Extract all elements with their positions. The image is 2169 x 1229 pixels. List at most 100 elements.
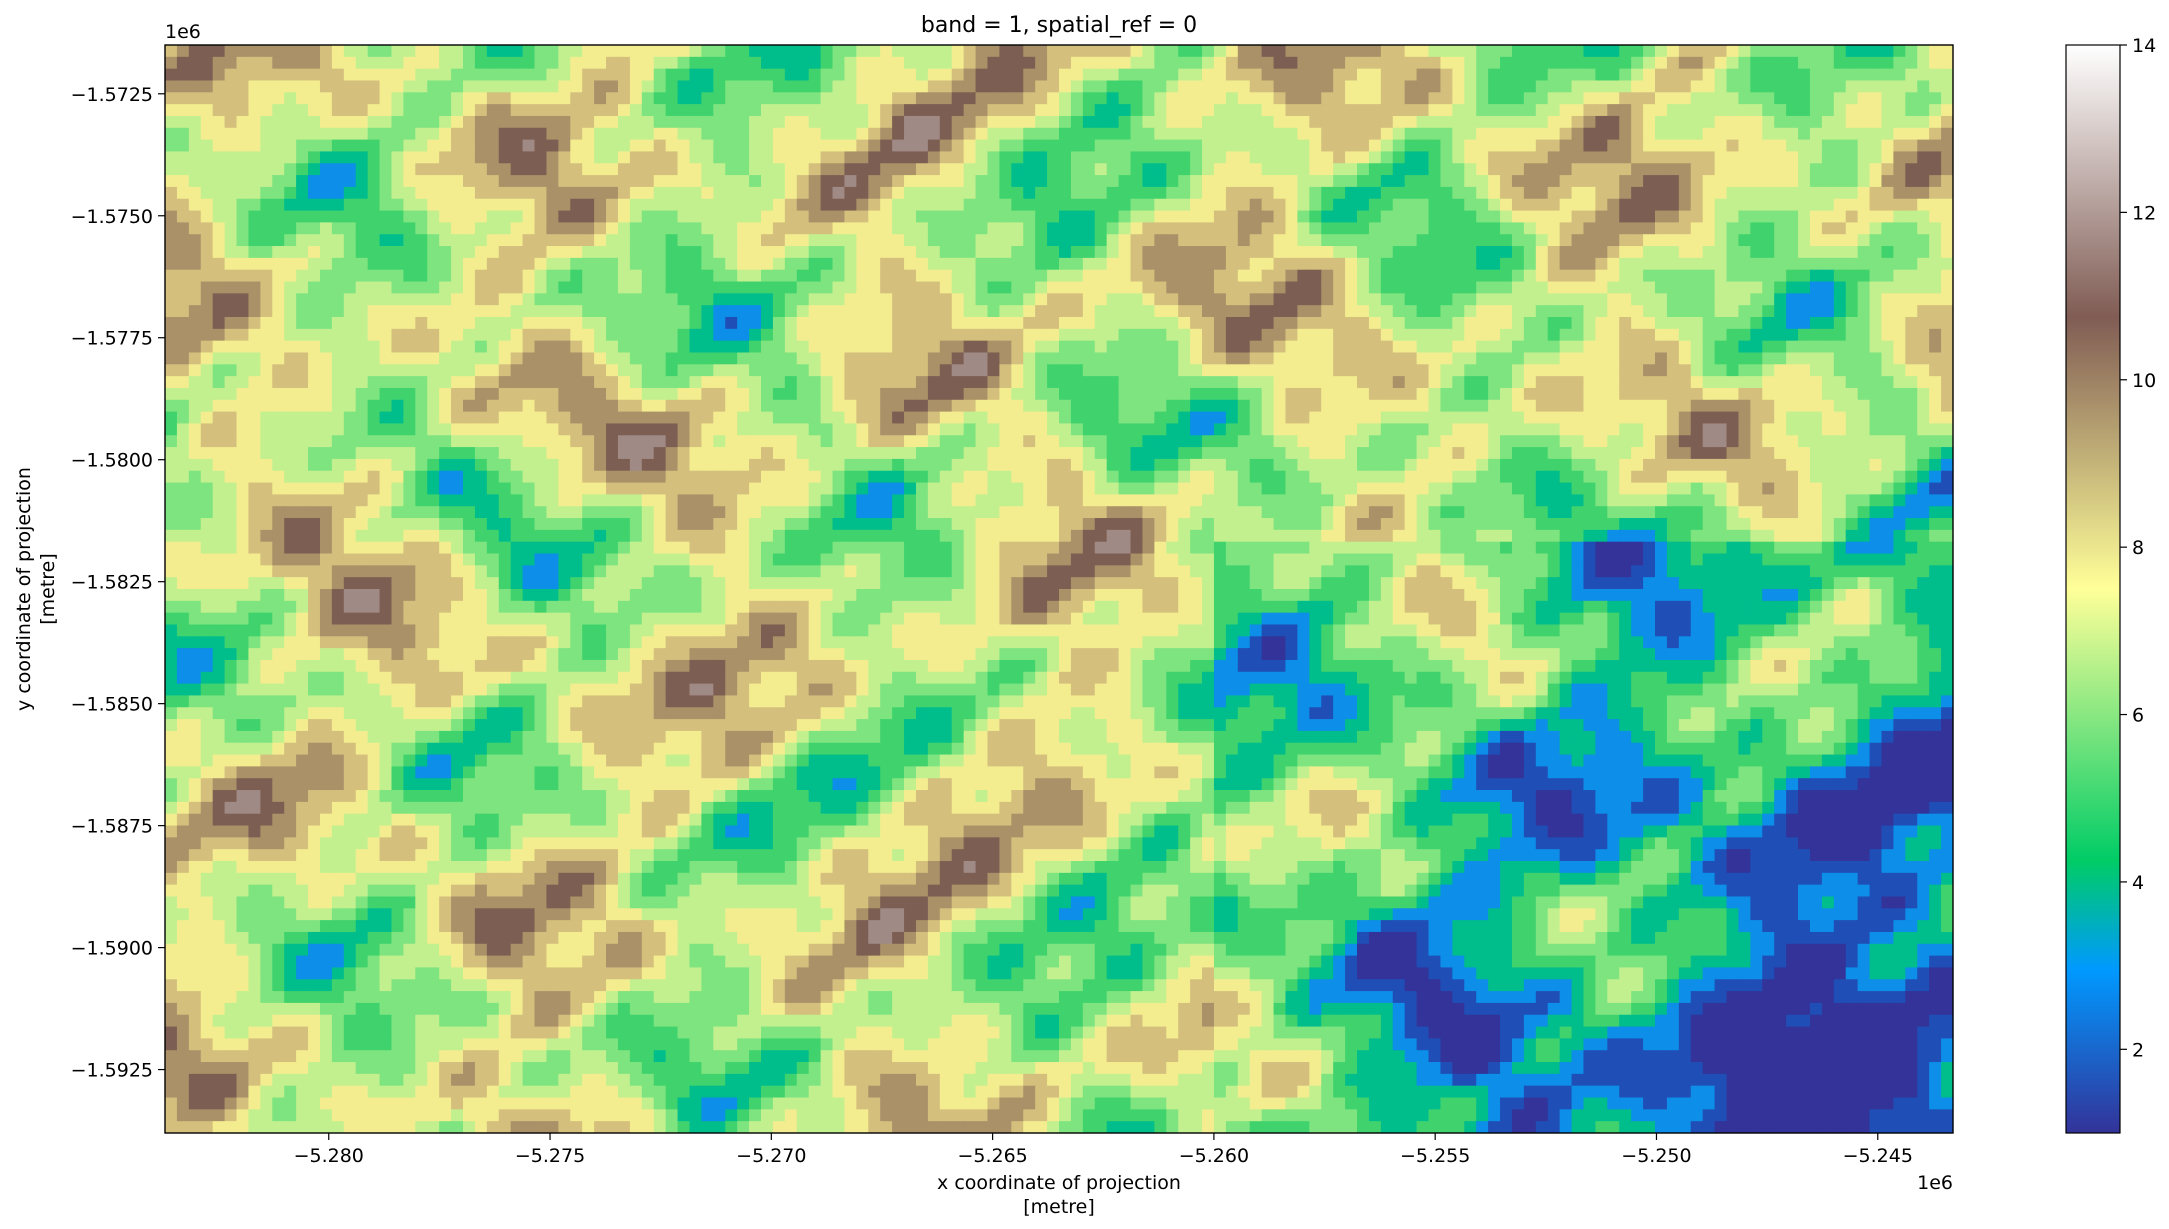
raster-cell <box>761 257 774 271</box>
raster-cell <box>1333 387 1346 401</box>
raster-cell <box>701 45 714 58</box>
raster-cell <box>522 411 536 425</box>
raster-cell <box>367 293 381 306</box>
raster-cell <box>1392 127 1406 141</box>
raster-cell <box>1607 328 1620 342</box>
raster-cell <box>188 328 202 342</box>
raster-cell <box>427 281 440 294</box>
raster-cell <box>1202 80 1215 93</box>
raster-cell <box>1702 293 1716 306</box>
raster-cell <box>522 340 536 354</box>
raster-cell <box>844 257 857 271</box>
raster-cell <box>737 423 750 436</box>
raster-cell <box>284 376 297 389</box>
raster-cell <box>1154 92 1167 105</box>
raster-cell <box>1798 281 1811 294</box>
raster-cell <box>1190 281 1203 294</box>
raster-cell <box>1857 411 1871 425</box>
raster-cell <box>1047 317 1060 330</box>
raster-cell <box>486 305 500 318</box>
raster-cell <box>1404 139 1418 153</box>
raster-cell <box>224 163 238 176</box>
raster-cell <box>915 423 929 436</box>
raster-cell <box>617 340 631 354</box>
raster-cell <box>808 80 822 93</box>
raster-cell <box>1154 127 1167 141</box>
raster-cell <box>486 340 500 354</box>
raster-cell <box>474 305 488 318</box>
raster-cell <box>1786 364 1799 377</box>
raster-cell <box>379 92 393 105</box>
raster-cell <box>463 163 476 176</box>
raster-cell <box>1845 364 1859 377</box>
raster-cell <box>1011 80 1024 93</box>
raster-cell <box>427 246 440 259</box>
raster-cell <box>1440 411 1453 425</box>
raster-cell <box>844 68 857 82</box>
raster-cell <box>1106 210 1120 223</box>
raster-cell <box>1631 198 1644 212</box>
raster-cell <box>1857 92 1871 105</box>
raster-cell <box>1726 80 1740 93</box>
raster-cell <box>1595 45 1608 58</box>
raster-cell <box>200 68 214 82</box>
raster-cell <box>808 92 822 105</box>
raster-cell <box>1094 423 1108 436</box>
raster-cell <box>915 222 929 235</box>
raster-cell <box>1583 151 1596 164</box>
raster-cell <box>1666 222 1680 235</box>
raster-cell <box>415 364 428 377</box>
raster-cell <box>1714 281 1728 294</box>
raster-cell <box>629 104 643 117</box>
raster-cell <box>1893 364 1906 377</box>
raster-cell <box>1547 246 1561 259</box>
raster-cell <box>1857 246 1871 259</box>
raster-cell <box>880 163 893 176</box>
raster-cell <box>486 293 500 306</box>
raster-cell <box>1571 139 1585 153</box>
raster-cell <box>1726 305 1740 318</box>
raster-cell <box>689 257 702 271</box>
raster-cell <box>1333 246 1346 259</box>
raster-cell <box>606 376 619 389</box>
raster-cell <box>1380 376 1394 389</box>
raster-cell <box>1452 234 1465 247</box>
raster-cell <box>1130 151 1144 164</box>
raster-cell <box>665 269 679 283</box>
raster-cell <box>1428 151 1442 164</box>
raster-cell <box>1464 222 1477 235</box>
raster-cell <box>165 352 178 365</box>
raster-cell <box>1309 222 1322 235</box>
raster-cell <box>1762 234 1775 247</box>
raster-cell <box>1309 151 1322 164</box>
raster-cell <box>331 399 345 413</box>
raster-cell <box>772 317 786 330</box>
raster-cell <box>689 328 702 342</box>
raster-cell <box>474 423 488 436</box>
raster-cell <box>1035 293 1048 306</box>
raster-cell <box>1917 387 1930 401</box>
raster-cell <box>963 387 977 401</box>
raster-cell <box>1798 56 1811 70</box>
raster-cell <box>1845 80 1859 93</box>
raster-cell <box>1678 139 1692 153</box>
raster-cell <box>1726 352 1740 365</box>
raster-cell <box>701 340 714 354</box>
raster-cell <box>534 257 548 271</box>
raster-cell <box>1655 376 1668 389</box>
raster-cell <box>1476 80 1489 93</box>
raster-cell <box>987 364 1000 377</box>
raster-cell <box>1273 399 1287 413</box>
raster-cell <box>1571 198 1585 212</box>
raster-cell <box>749 246 762 259</box>
raster-cell <box>1404 56 1418 70</box>
raster-cell <box>1666 151 1680 164</box>
raster-cell <box>1154 281 1167 294</box>
raster-cell <box>1523 115 1537 129</box>
raster-cell <box>272 293 285 306</box>
raster-cell <box>248 328 261 342</box>
raster-cell <box>391 127 404 141</box>
raster-cell <box>951 234 965 247</box>
raster-cell <box>1178 423 1191 436</box>
raster-cell <box>1440 328 1453 342</box>
